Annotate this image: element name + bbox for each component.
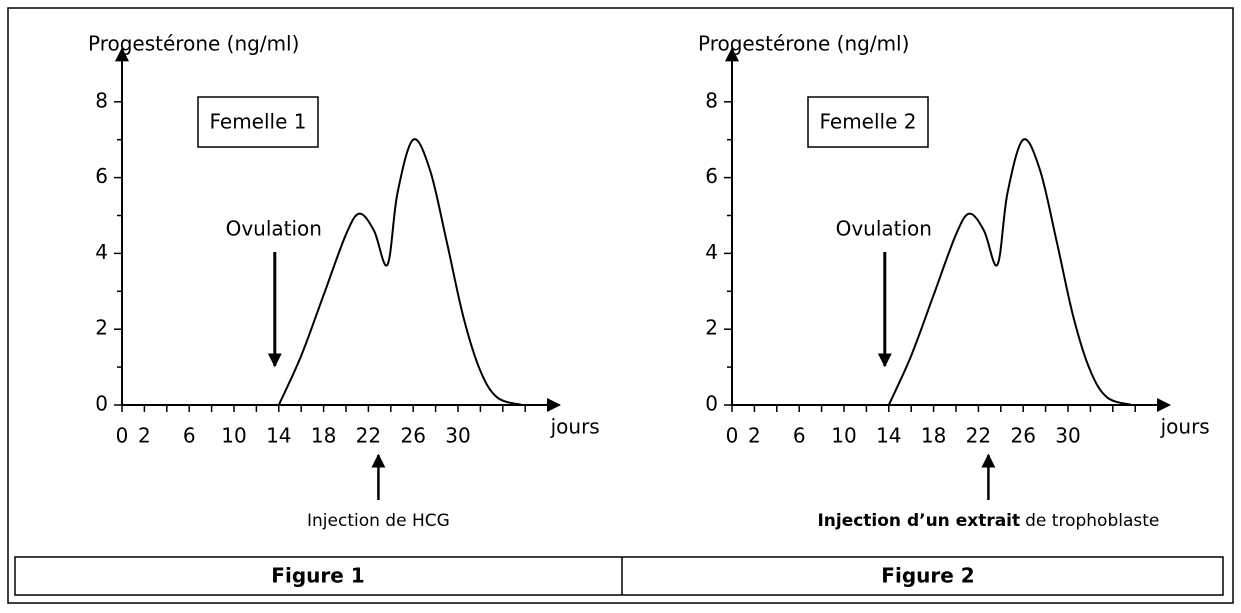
y-tick-label: 4	[95, 240, 108, 264]
y-tick-label: 8	[95, 88, 108, 112]
caption: Figure 1	[271, 564, 364, 588]
injection-label-part: Injection de HCG	[307, 511, 450, 531]
x-tick-label: 0	[116, 424, 129, 448]
x-tick-label: 22	[966, 424, 991, 448]
y-tick-label: 0	[705, 392, 718, 416]
label: Femelle 2	[819, 110, 916, 134]
y-tick-label: 2	[705, 316, 718, 340]
x-tick-label: 2	[138, 424, 151, 448]
ovulation-label: Ovulation	[226, 217, 322, 241]
x-tick-label: 6	[183, 424, 196, 448]
x-tick-label: 26	[1010, 424, 1035, 448]
label-box	[807, 96, 929, 148]
x-tick-label: 30	[445, 424, 470, 448]
x-tick-label: 22	[356, 424, 381, 448]
y-axis-label: Progestérone (ng/ml)	[88, 32, 299, 56]
caption-table	[14, 556, 1224, 596]
frame	[7, 7, 1234, 604]
progesterone-curve	[277, 138, 523, 406]
x-tick-label: 10	[221, 424, 246, 448]
x-tick-label: 2	[748, 424, 761, 448]
y-tick-label: 8	[705, 88, 718, 112]
x-axis-label: jours	[550, 415, 600, 439]
injection-label: Injection de HCG	[307, 511, 450, 531]
x-tick-label: 30	[1055, 424, 1080, 448]
injection-label-part: Injection d’un extrait	[817, 511, 1020, 531]
y-tick-label: 2	[95, 316, 108, 340]
y-tick-label: 6	[705, 164, 718, 188]
y-tick-label: 4	[705, 240, 718, 264]
x-tick-label: 6	[793, 424, 806, 448]
x-axis-label: jours	[1160, 415, 1210, 439]
x-tick-label: 18	[311, 424, 336, 448]
progesterone-curve	[887, 138, 1133, 406]
y-axis-label: Progestérone (ng/ml)	[698, 32, 909, 56]
ovulation-label: Ovulation	[836, 217, 932, 241]
x-tick-label: 10	[831, 424, 856, 448]
x-tick-label: 14	[266, 424, 291, 448]
x-tick-label: 26	[400, 424, 425, 448]
y-tick-label: 0	[95, 392, 108, 416]
injection-label: Injection d’un extrait de trophoblaste	[817, 511, 1159, 531]
label-box	[197, 96, 319, 148]
caption: Figure 2	[881, 564, 974, 588]
x-tick-label: 14	[876, 424, 901, 448]
injection-label-part: de trophoblaste	[1025, 511, 1159, 531]
label: Femelle 1	[209, 110, 306, 134]
x-tick-label: 18	[921, 424, 946, 448]
x-tick-label: 0	[726, 424, 739, 448]
y-tick-label: 6	[95, 164, 108, 188]
